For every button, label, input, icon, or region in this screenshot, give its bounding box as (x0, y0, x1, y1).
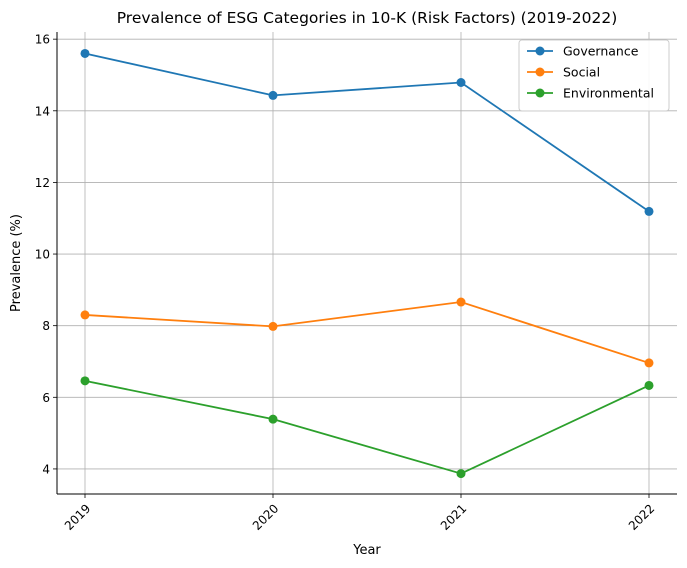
legend-marker (535, 46, 545, 56)
data-point (268, 321, 278, 331)
data-point (80, 310, 90, 320)
data-point (268, 90, 278, 100)
legend-marker (535, 88, 545, 98)
y-tick-label: 14 (35, 104, 50, 118)
y-tick-label: 6 (42, 391, 50, 405)
y-axis-ticks: 4 6 8 10 12 14 16 (35, 33, 57, 476)
legend-marker (535, 67, 545, 77)
series-line (84, 379, 650, 475)
series-environmental (80, 376, 654, 479)
data-point (456, 469, 466, 479)
legend-box (518, 39, 670, 112)
y-tick-label: 16 (35, 33, 50, 47)
legend-label: Environmental (563, 86, 654, 101)
data-point (456, 77, 466, 87)
x-axis-ticks: 2019 2020 2021 2022 (62, 494, 657, 533)
y-tick-label: 12 (35, 176, 50, 190)
x-tick-label: 2021 (438, 501, 469, 532)
data-point (644, 206, 654, 216)
x-axis-label: Year (352, 543, 381, 558)
data-point (80, 376, 90, 386)
series-layer (80, 48, 654, 479)
series-social (80, 297, 654, 368)
series-line (84, 301, 650, 364)
x-tick-label: 2020 (250, 501, 281, 532)
x-tick-label: 2022 (626, 501, 657, 532)
series-governance (80, 48, 654, 216)
x-tick-label: 2019 (62, 501, 93, 532)
y-tick-label: 10 (35, 248, 50, 262)
y-tick-label: 8 (42, 319, 50, 333)
data-point (644, 358, 654, 368)
y-tick-label: 4 (42, 462, 50, 476)
data-point (80, 48, 90, 58)
series-line (84, 52, 650, 213)
legend-label: Governance (563, 44, 639, 59)
legend-item: Social (527, 65, 600, 80)
legend: Governance Social Environmental (518, 39, 670, 112)
data-point (268, 414, 278, 424)
data-point (644, 380, 654, 390)
chart-title: Prevalence of ESG Categories in 10-K (Ri… (117, 9, 618, 27)
legend-item: Governance (527, 44, 639, 59)
legend-item: Environmental (527, 86, 654, 101)
axes (56, 32, 677, 495)
legend-label: Social (563, 65, 600, 80)
data-point (456, 297, 466, 307)
y-axis-label: Prevalence (%) (9, 214, 24, 312)
